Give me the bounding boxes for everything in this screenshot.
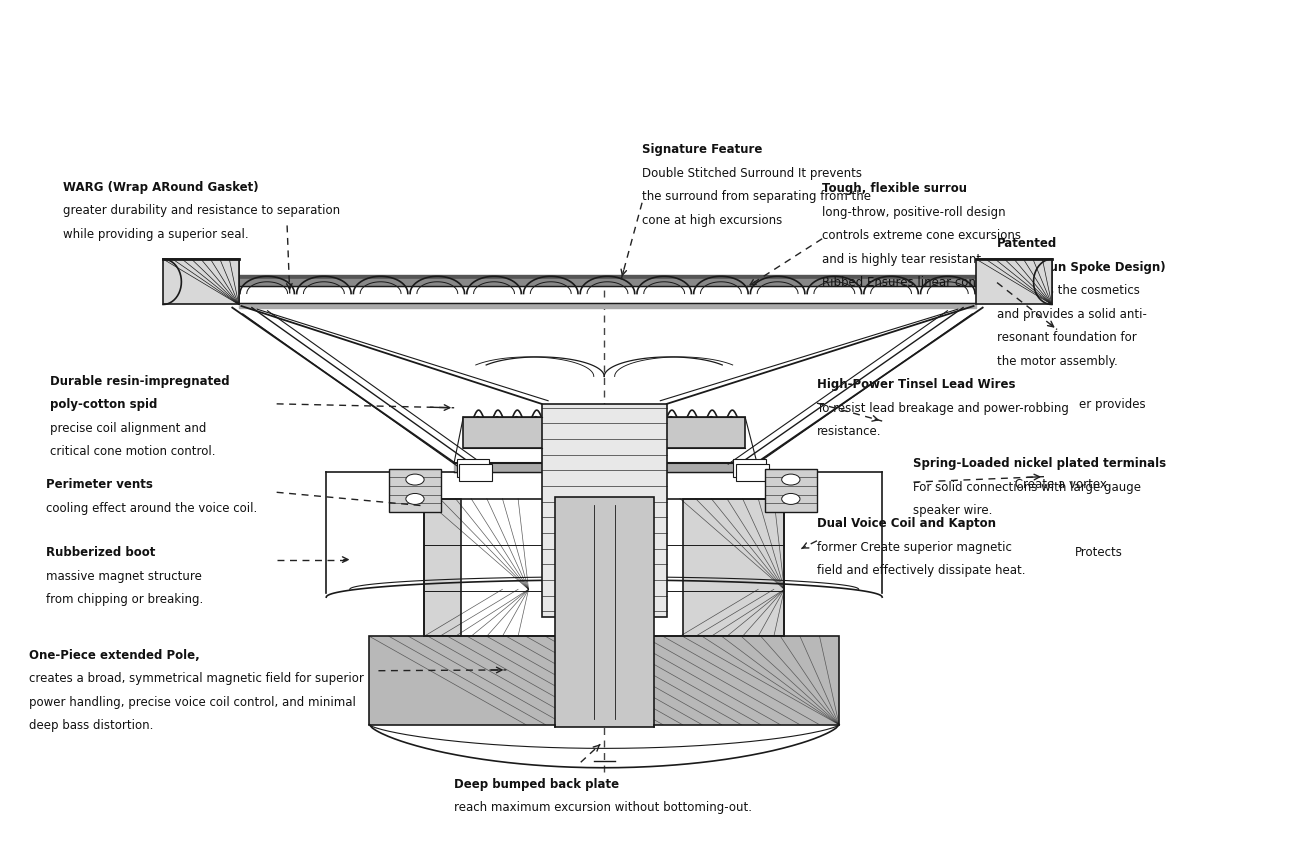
Text: CompVR Cutaway View: CompVR Cutaway View <box>419 14 886 49</box>
Text: long-throw, positive-roll design: long-throw, positive-roll design <box>822 206 1006 219</box>
Text: former Create superior magnetic: former Create superior magnetic <box>817 541 1011 554</box>
Text: precise coil alignment and: precise coil alignment and <box>50 422 206 435</box>
Text: field and effectively dissipate heat.: field and effectively dissipate heat. <box>817 564 1026 577</box>
Text: and is highly tear resistant.: and is highly tear resistant. <box>822 253 985 266</box>
Circle shape <box>782 474 800 485</box>
Bar <box>542 404 667 618</box>
Text: poly-cotton spid: poly-cotton spid <box>50 398 157 411</box>
Bar <box>369 636 839 725</box>
Text: the surround from separating from the: the surround from separating from the <box>642 190 870 203</box>
Text: reach maximum excursion without bottoming-out.: reach maximum excursion without bottomin… <box>454 801 752 815</box>
Bar <box>733 459 766 476</box>
Text: Ribbed Ensures linear cone motion.: Ribbed Ensures linear cone motion. <box>822 277 1032 289</box>
Bar <box>683 498 784 636</box>
Text: and provides a solid anti-: and provides a solid anti- <box>997 308 1147 321</box>
Bar <box>976 259 1052 305</box>
Text: cone at high excursions: cone at high excursions <box>642 214 782 227</box>
Circle shape <box>782 493 800 504</box>
Bar <box>389 469 441 512</box>
Text: Deep bumped back plate: Deep bumped back plate <box>454 778 620 791</box>
Bar <box>424 498 461 636</box>
Text: critical cone motion control.: critical cone motion control. <box>50 445 215 459</box>
Text: Perimeter vents: Perimeter vents <box>46 478 153 492</box>
Text: massive magnet structure: massive magnet structure <box>46 569 201 583</box>
Text: To resist lead breakage and power-robbing: To resist lead breakage and power-robbin… <box>817 402 1069 415</box>
Text: power handling, precise voice coil control, and minimal: power handling, precise voice coil contr… <box>29 695 355 709</box>
Text: WARG (Wrap ARound Gasket): WARG (Wrap ARound Gasket) <box>63 181 262 194</box>
Text: SSD (Spun Spoke Design): SSD (Spun Spoke Design) <box>997 261 1165 273</box>
Text: greater durability and resistance to separation: greater durability and resistance to sep… <box>63 204 339 217</box>
Text: deep bass distortion.: deep bass distortion. <box>29 719 153 733</box>
Text: Enhances the cosmetics: Enhances the cosmetics <box>997 284 1139 297</box>
Text: Durable resin-impregnated: Durable resin-impregnated <box>50 375 230 388</box>
Bar <box>555 497 654 727</box>
Text: resistance.: resistance. <box>817 425 881 438</box>
Circle shape <box>406 493 424 504</box>
Bar <box>459 464 492 481</box>
Text: from chipping or breaking.: from chipping or breaking. <box>46 593 202 607</box>
Bar <box>163 259 239 305</box>
Text: creates a broad, symmetrical magnetic field for superior: creates a broad, symmetrical magnetic fi… <box>29 673 364 685</box>
Text: Tough, flexible surrou: Tough, flexible surrou <box>822 183 967 195</box>
Text: Signature Feature: Signature Feature <box>642 143 762 157</box>
Text: High-Power Tinsel Lead Wires: High-Power Tinsel Lead Wires <box>817 378 1015 391</box>
Bar <box>736 464 769 481</box>
Text: Dual Voice Coil and Kapton: Dual Voice Coil and Kapton <box>817 518 996 530</box>
Text: controls extreme cone excursions: controls extreme cone excursions <box>822 229 1021 242</box>
Bar <box>463 417 745 448</box>
Text: Patented: Patented <box>997 237 1057 250</box>
Text: Rubberized boot: Rubberized boot <box>46 547 159 559</box>
Bar <box>457 459 489 476</box>
Text: One-Piece extended Pole,: One-Piece extended Pole, <box>29 649 200 662</box>
Text: For solid connections with large gauge: For solid connections with large gauge <box>913 481 1142 493</box>
Text: resonant foundation for: resonant foundation for <box>997 331 1137 344</box>
Bar <box>765 469 817 512</box>
Text: the motor assembly.: the motor assembly. <box>997 354 1118 367</box>
Text: Protects: Protects <box>1075 547 1122 559</box>
Text: Double Stitched Surround It prevents: Double Stitched Surround It prevents <box>642 167 863 179</box>
Text: cooling effect around the voice coil.: cooling effect around the voice coil. <box>46 502 257 514</box>
Text: while providing a superior seal.: while providing a superior seal. <box>63 228 248 241</box>
Text: Create a vortex: Create a vortex <box>1010 478 1107 492</box>
Text: er provides: er provides <box>1079 398 1146 411</box>
Text: speaker wire.: speaker wire. <box>913 504 993 517</box>
Circle shape <box>406 474 424 485</box>
Text: Spring-Loaded nickel plated terminals: Spring-Loaded nickel plated terminals <box>913 457 1167 470</box>
